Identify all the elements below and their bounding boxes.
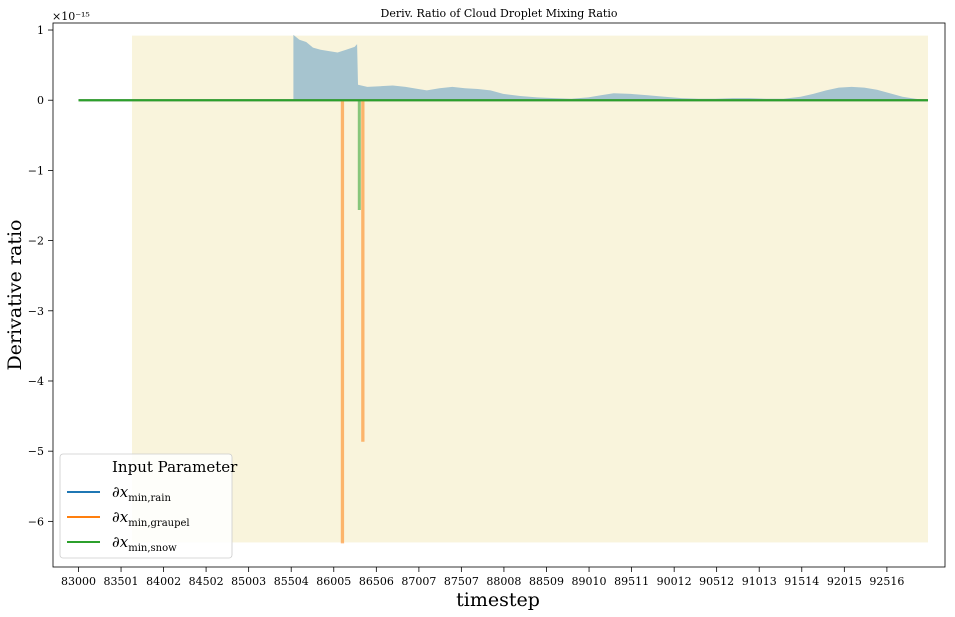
x-tick-label: 87507 <box>444 575 479 588</box>
x-tick-label: 87007 <box>401 575 436 588</box>
x-tick-label: 90012 <box>657 575 692 588</box>
y-tick-label: −6 <box>28 515 44 528</box>
plot-area <box>78 34 929 544</box>
x-tick-label: 84502 <box>189 575 224 588</box>
x-tick-label: 91013 <box>742 575 777 588</box>
x-tick-label: 92015 <box>827 575 862 588</box>
y-tick-label: 0 <box>37 94 44 107</box>
x-axis-label: timestep <box>456 589 540 611</box>
y-tick-label: −2 <box>28 235 44 248</box>
x-tick-label: 88008 <box>486 575 521 588</box>
chart-title: Deriv. Ratio of Cloud Droplet Mixing Rat… <box>381 7 618 20</box>
x-tick-label: 84002 <box>146 575 181 588</box>
x-tick-label: 83000 <box>61 575 96 588</box>
background-region <box>132 35 929 543</box>
y-axis-label: Derivative ratio <box>4 220 26 371</box>
legend-label-subscript: min,rain <box>128 493 171 504</box>
x-tick-label: 83501 <box>104 575 139 588</box>
filled-area <box>293 34 928 101</box>
y-axis: 1 0 −1 −2 −3 −4 −5 −6 <box>28 24 53 528</box>
legend-title: Input Parameter <box>112 458 238 476</box>
y-tick-label: −5 <box>28 445 44 458</box>
x-tick-label: 90512 <box>699 575 734 588</box>
y-tick-label: −3 <box>28 305 44 318</box>
x-tick-label: 92516 <box>869 575 904 588</box>
x-tick-label: 89010 <box>572 575 607 588</box>
x-tick-label: 86005 <box>316 575 351 588</box>
x-tick-label: 85003 <box>231 575 266 588</box>
legend-box <box>59 453 233 559</box>
legend-label-subscript: min,graupel <box>128 518 189 529</box>
x-tick-label: 89511 <box>614 575 649 588</box>
x-tick-label: 88509 <box>529 575 564 588</box>
y-offset-label: ×10⁻¹⁵ <box>52 10 90 23</box>
legend: Input Parameter ∂xmin,rain∂xmin,graupel∂… <box>59 453 238 559</box>
x-tick-label: 91514 <box>784 575 819 588</box>
y-tick-label: −1 <box>28 164 44 177</box>
x-tick-label: 85504 <box>274 575 309 588</box>
plot-frame <box>52 22 946 568</box>
x-tick-label: 86506 <box>359 575 394 588</box>
series-group <box>78 99 929 544</box>
x-axis: 83000 83501 84002 84502 85003 85504 86005 86506… <box>61 567 904 588</box>
y-tick-label: 1 <box>37 24 44 37</box>
legend-label-subscript: min,snow <box>128 543 177 554</box>
y-tick-label: −4 <box>28 375 44 388</box>
